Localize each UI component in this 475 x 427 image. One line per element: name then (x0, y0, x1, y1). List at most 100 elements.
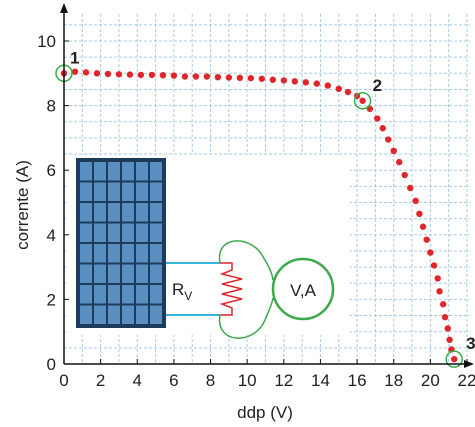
solar-cell (150, 203, 162, 222)
solar-cell (108, 182, 120, 201)
data-point (444, 325, 451, 332)
circuit-inset: V,A RV (66, 155, 350, 339)
data-point (269, 76, 277, 83)
data-point (439, 301, 447, 308)
data-point (192, 73, 200, 80)
solar-cell (136, 182, 148, 201)
x-tick-label: 8 (206, 371, 215, 390)
data-point (104, 70, 112, 78)
solar-cell (108, 285, 120, 304)
solar-cell (94, 264, 106, 283)
data-point (396, 158, 403, 166)
solar-cell (94, 203, 106, 222)
data-point (71, 68, 79, 75)
solar-cell (108, 162, 120, 181)
data-point (82, 69, 90, 76)
data-point (379, 125, 386, 132)
solar-cell (136, 244, 148, 263)
resistor-label: RV (172, 280, 192, 303)
solar-cell (150, 285, 162, 304)
solar-cell (122, 182, 134, 201)
data-point (450, 355, 458, 363)
solar-cell (122, 244, 134, 263)
data-point (434, 275, 441, 282)
solar-cell (136, 223, 148, 242)
data-point (159, 72, 167, 79)
data-point (427, 249, 434, 256)
x-tick-label: 12 (274, 371, 293, 390)
data-point (214, 73, 222, 81)
data-point (344, 88, 352, 96)
solar-cell (108, 305, 120, 324)
data-point (302, 79, 309, 86)
solar-cell (80, 162, 92, 181)
y-tick-label: 10 (37, 32, 56, 51)
solar-cell (94, 244, 106, 263)
solar-cell (122, 162, 134, 181)
solar-cell (80, 223, 92, 242)
x-tick-label: 10 (238, 371, 257, 390)
x-tick-label: 4 (133, 371, 142, 390)
data-point (247, 74, 255, 82)
data-point (359, 97, 366, 104)
resistor-subscript: V (184, 289, 192, 303)
data-point (203, 73, 211, 80)
solar-cell (122, 264, 134, 283)
solar-cell (150, 223, 162, 242)
x-axis-label: ddp (V) (237, 403, 293, 422)
data-point (258, 75, 266, 82)
solar-cell (108, 244, 120, 263)
x-tick-label: 20 (421, 371, 440, 390)
x-tick-label: 16 (348, 371, 367, 390)
solar-cell (108, 203, 120, 222)
data-point (416, 210, 423, 218)
data-point (419, 223, 427, 230)
data-point (93, 70, 101, 77)
data-point (430, 262, 438, 269)
resistor (219, 262, 243, 316)
meter-wire (218, 240, 274, 339)
x-tick-label: 22 (458, 371, 475, 390)
plot: 1 2 3 (55, 48, 475, 368)
y-tick-label: 8 (47, 97, 56, 116)
y-axis-arrow (60, 3, 68, 13)
y-tick-label: 2 (47, 290, 56, 309)
y-axis-label: corrente (A) (13, 160, 32, 250)
meter (271, 257, 335, 321)
solar-cell (150, 182, 162, 201)
data-point (335, 85, 342, 93)
y-tick-label: 0 (47, 355, 56, 374)
y-tick-label: 6 (47, 161, 56, 180)
data-point (291, 78, 299, 85)
solar-cell (136, 162, 148, 181)
data-point (313, 80, 320, 87)
data-point (436, 288, 443, 295)
data-point (225, 74, 233, 81)
solar-cell (150, 162, 162, 181)
solar-cell (122, 305, 134, 324)
solar-cell (94, 305, 106, 324)
data-point (280, 77, 288, 84)
x-axis-arrow (464, 360, 474, 368)
data-point (115, 71, 123, 78)
solar-cell (80, 182, 92, 201)
solar-cell (122, 203, 134, 222)
x-tick-label: 14 (311, 371, 330, 390)
x-tick-label: 2 (96, 371, 105, 390)
data-point (446, 336, 453, 343)
data-point (374, 115, 381, 122)
highlight-ring (353, 92, 372, 110)
solar-cell (94, 182, 106, 201)
solar-cell (80, 285, 92, 304)
solar-cell (150, 305, 162, 324)
solar-cell (150, 244, 162, 263)
data-point (137, 71, 145, 79)
solar-cell (136, 264, 148, 283)
solar-cell (94, 223, 106, 242)
y-tick-label: 4 (47, 226, 56, 245)
data-point (385, 136, 392, 143)
meter-label: V,A (290, 281, 317, 300)
data-point (390, 147, 397, 155)
x-tick-label: 0 (59, 371, 68, 390)
